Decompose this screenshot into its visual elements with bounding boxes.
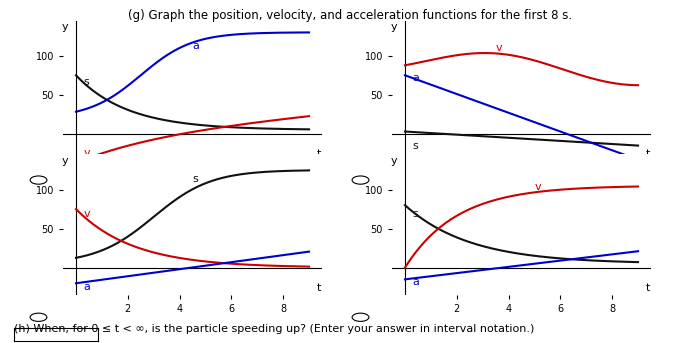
Text: a: a [413,73,419,83]
Text: s: s [413,142,419,152]
Text: y: y [391,156,397,166]
Text: (h) When, for 0 ≤ t < ∞, is the particle speeding up? (Enter your answer in inte: (h) When, for 0 ≤ t < ∞, is the particle… [14,324,534,334]
Text: a: a [84,282,90,292]
Text: v: v [84,148,90,158]
Text: s: s [84,78,90,87]
Text: v: v [496,43,502,53]
Text: t: t [317,149,321,159]
Text: y: y [62,156,68,166]
Text: (g) Graph the position, velocity, and acceleration functions for the first 8 s.: (g) Graph the position, velocity, and ac… [128,9,572,22]
Text: s: s [193,174,198,184]
Text: a: a [193,42,200,51]
Text: t: t [646,149,650,159]
Text: s: s [413,209,419,219]
Text: a: a [413,277,419,287]
Text: t: t [646,283,650,293]
Text: v: v [535,181,541,191]
Text: y: y [391,22,397,32]
Text: t: t [317,283,321,293]
Text: v: v [84,209,90,219]
Text: y: y [62,22,68,32]
